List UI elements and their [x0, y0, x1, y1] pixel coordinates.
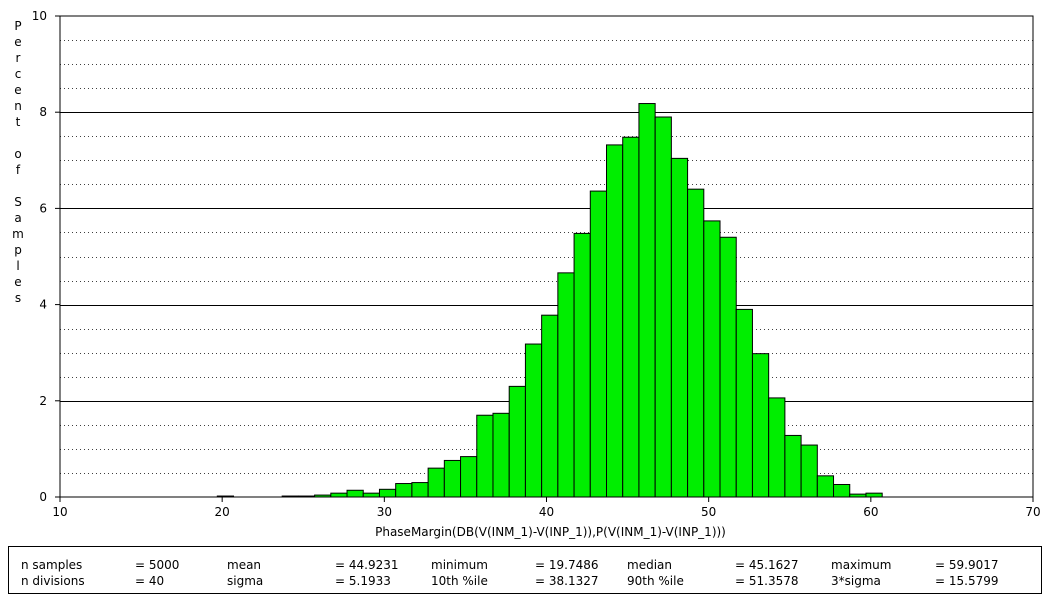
stat-value: = 19.7486 — [535, 558, 599, 572]
histogram-bar — [476, 414, 494, 498]
stat-label: median — [627, 558, 672, 572]
histogram-bar — [443, 459, 462, 498]
statistics-panel: n samples = 5000 mean = 44.9231 minimum = 19.… — [8, 546, 1042, 594]
histogram-bar — [784, 434, 802, 498]
histogram-bar — [362, 492, 380, 498]
histogram-bar — [816, 475, 835, 498]
histogram-bar — [346, 489, 364, 498]
histogram-chart: 10 20 30 40 50 60 70 0 2 4 6 8 10 PhaseMargin(DB(V(… — [12, 9, 1041, 539]
stat-label: mean — [227, 558, 262, 572]
histogram-bar — [833, 483, 851, 498]
histogram-bar — [638, 103, 656, 498]
histogram-bar — [622, 136, 640, 498]
stat-value: = 40 — [135, 574, 165, 588]
stat-value: = 45.1627 — [735, 558, 799, 572]
stat-value: = 38.1327 — [535, 574, 599, 588]
stat-label: 90th %ile — [627, 574, 684, 588]
x-tick-label: 30 — [377, 505, 392, 519]
stat-value: = 51.3578 — [735, 574, 799, 588]
histogram-bar — [751, 353, 770, 498]
histogram-bar — [865, 492, 883, 498]
histogram-bar — [735, 308, 753, 498]
histogram-bar — [524, 343, 543, 498]
histogram-bar — [427, 467, 445, 498]
histogram-bar — [670, 157, 689, 498]
y-tick-label: 0 — [39, 490, 47, 504]
x-tick-label: 20 — [215, 505, 230, 519]
x-tick-label: 10 — [52, 505, 67, 519]
histogram-bar — [573, 232, 591, 498]
histogram-bar — [687, 188, 705, 498]
histogram-bar — [606, 144, 624, 498]
histogram-bar — [492, 412, 510, 498]
histogram-bar — [460, 456, 478, 498]
y-tick-label: 4 — [39, 298, 47, 312]
histogram-bar — [378, 488, 397, 498]
x-tick-label: 40 — [539, 505, 554, 519]
stat-label: sigma — [227, 574, 264, 588]
stat-value: = 5.1933 — [335, 574, 391, 588]
stat-value: = 59.9017 — [935, 558, 999, 572]
stat-value: = 44.9231 — [335, 558, 399, 572]
histogram-bar — [654, 116, 672, 498]
x-tick-label: 70 — [1025, 505, 1040, 519]
histogram-bar — [508, 385, 526, 498]
histogram-bar — [800, 444, 818, 498]
histogram-bar — [395, 483, 413, 498]
x-tick-label: 50 — [701, 505, 716, 519]
stat-label: 3*sigma — [831, 574, 881, 588]
x-axis-title: PhaseMargin(DB(V(INM_1)-V(INP_1)),P(V(IN… — [375, 525, 726, 539]
y-tick-label: 10 — [32, 9, 47, 23]
stat-label: n divisions — [21, 574, 85, 588]
x-axis: 10 20 30 40 50 60 70 — [52, 497, 1041, 519]
histogram-bars — [216, 103, 883, 498]
histogram-bar — [411, 482, 429, 498]
stat-label: minimum — [431, 558, 488, 572]
stat-label: n samples — [21, 558, 83, 572]
stat-label: 10th %ile — [431, 574, 488, 588]
histogram-bar — [589, 190, 608, 498]
y-tick-label: 2 — [39, 394, 47, 408]
histogram-bar — [541, 314, 559, 498]
y-tick-label: 8 — [39, 105, 47, 119]
stat-label: maximum — [831, 558, 892, 572]
histogram-bar — [330, 492, 348, 498]
histogram-bar — [703, 220, 721, 498]
stat-value: = 5000 — [135, 558, 180, 572]
histogram-bar — [557, 272, 575, 498]
stat-value: = 15.5799 — [935, 574, 999, 588]
y-tick-label: 6 — [39, 201, 47, 215]
histogram-bar — [768, 397, 786, 498]
y-axis: 0 2 4 6 8 10 — [32, 9, 60, 504]
x-tick-label: 60 — [863, 505, 878, 519]
histogram-bar — [719, 236, 737, 498]
